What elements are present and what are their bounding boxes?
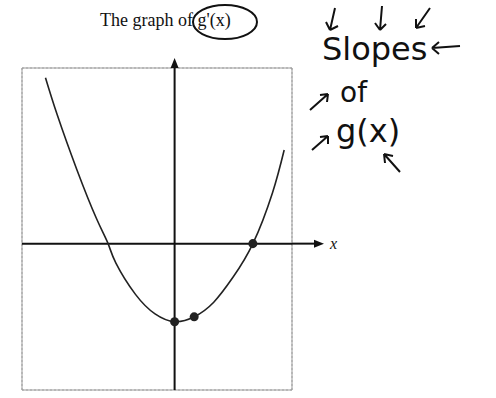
html-text:The graph of g'(x): The graph of g'(x) [100, 10, 231, 30]
html-text:of: of [340, 76, 367, 109]
svg-text:x: x [329, 235, 337, 252]
html-text:Slopes: Slopes [322, 30, 428, 68]
html-text:g(x): g(x) [336, 112, 401, 150]
